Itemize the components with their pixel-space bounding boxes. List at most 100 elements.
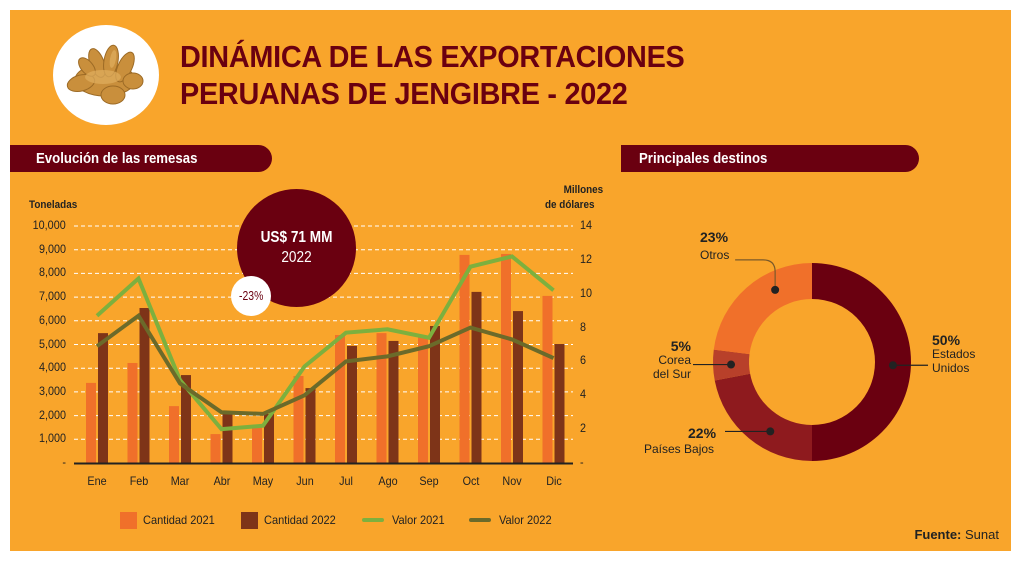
y-tick-left: 9,000 — [38, 241, 66, 256]
donut-slice-países-bajos — [714, 373, 812, 461]
bar-cantidad-2022 — [181, 375, 191, 463]
bar-cantidad-2021 — [210, 434, 221, 463]
y-tick-left: 2,000 — [38, 407, 66, 422]
legend-swatch-cantidad-2021 — [120, 511, 137, 529]
y-tick-right: 10 — [580, 285, 593, 300]
y-tick-right: 12 — [580, 251, 593, 266]
donut-pct-otros: 23% — [700, 229, 729, 245]
line-valor-2021 — [95, 254, 555, 432]
bar-cantidad-2021 — [376, 333, 387, 463]
y-tick-left: - — [62, 455, 66, 469]
bar-cantidad-2022 — [471, 291, 482, 463]
y-tick-right: 4 — [580, 387, 587, 402]
leader-line-otros — [735, 259, 776, 290]
donut-name-line: del Sur — [652, 367, 691, 381]
donut-label-paises-bajos: 22% Países Bajos — [644, 426, 716, 456]
y-tick-left: 8,000 — [38, 265, 66, 280]
x-tick: Feb — [129, 474, 148, 488]
bar-cantidad-2022 — [264, 413, 274, 463]
ginger-image — [53, 25, 159, 125]
leader-dot-otros — [771, 285, 780, 294]
bar-cantidad-2021 — [127, 362, 138, 463]
section-title-remesas: Evolución de las remesas — [36, 150, 198, 167]
legend-label: Cantidad 2022 — [264, 513, 336, 527]
y-tick-right: - — [580, 455, 584, 469]
line-valor-2022 — [95, 312, 555, 416]
leader-dot-paises-bajos — [766, 427, 775, 436]
x-tick: Sep — [419, 474, 439, 488]
x-tick: Jun — [295, 474, 314, 488]
bar-cantidad-2021 — [501, 253, 511, 463]
y2-title-line1: Millones — [563, 184, 604, 196]
page-title: DINÁMICA DE LAS EXPORTACIONES PERUANAS D… — [180, 38, 685, 112]
donut-name-line: Estados — [932, 347, 976, 361]
legend-item-valor-2021: Valor 2021 — [362, 513, 449, 527]
donut-slice-estados-unidos — [812, 263, 911, 461]
bar-cantidad-2021 — [335, 335, 345, 463]
source-note: Fuente: Sunat — [914, 527, 999, 542]
bar-cantidad-2022 — [222, 412, 233, 463]
leader-dot-estados-unidos — [888, 361, 897, 370]
x-tick: Abr — [213, 474, 230, 488]
legend-label: Cantidad 2021 — [143, 513, 215, 527]
title-line-1: DINÁMICA DE LAS EXPORTACIONES — [180, 39, 685, 74]
chart-legend: Cantidad 2021 Cantidad 2022 Valor 2021 V… — [120, 510, 576, 530]
x-tick: Oct — [462, 474, 479, 488]
legend-item-valor-2022: Valor 2022 — [469, 513, 556, 527]
donut-name-paises-bajos: Países Bajos — [644, 442, 715, 456]
y-axis-title-right-text: de dólares — [545, 199, 595, 211]
donut-pct-estados-unidos: 50% — [932, 332, 961, 348]
y-tick-right: 8 — [580, 319, 587, 334]
bar-cantidad-2021 — [169, 406, 179, 463]
change-value: -23% — [238, 288, 264, 303]
legend-swatch-valor-2021 — [362, 518, 385, 522]
donut-name-otros: Otros — [700, 248, 730, 262]
bar-cantidad-2022 — [430, 326, 440, 463]
source-value: Sunat — [965, 527, 999, 542]
bar-cantidad-2022 — [305, 388, 316, 463]
total-year: 2022 — [281, 249, 312, 266]
y-tick-left: 3,000 — [38, 383, 66, 398]
bar-cantidad-2021 — [252, 426, 262, 463]
total-value-bubble: US$ 71 MM 2022 — [237, 189, 356, 307]
legend-item-cantidad-2021: Cantidad 2021 — [120, 511, 221, 529]
donut-name-estados-unidos: Estados Unidos — [932, 347, 975, 375]
x-tick: Jul — [339, 474, 353, 488]
bar-cantidad-2021 — [418, 335, 428, 463]
y-tick-left: 6,000 — [38, 312, 66, 327]
donut-label-corea: 5% Corea del Sur — [640, 339, 691, 381]
y-tick-left: 10,000 — [32, 218, 66, 232]
donut-label-estados-unidos: 50% Estados Unidos — [932, 333, 975, 375]
donut-pct-corea: 5% — [670, 338, 691, 354]
legend-swatch-cantidad-2022 — [241, 511, 259, 529]
donut-slice-otros — [713, 263, 812, 355]
bar-cantidad-2022 — [347, 345, 357, 463]
y-axis-title-left: Toneladas — [29, 199, 78, 211]
legend-item-cantidad-2022: Cantidad 2022 — [241, 511, 342, 529]
x-tick: Ago — [377, 474, 398, 488]
y-tick-right: 14 — [580, 218, 593, 232]
x-tick: Mar — [170, 474, 190, 488]
y-tick-left: 5,000 — [38, 336, 66, 351]
legend-label: Valor 2021 — [392, 513, 445, 527]
change-badge: -23% — [231, 276, 271, 316]
bar-cantidad-2021 — [542, 295, 553, 463]
source-label: Fuente: — [914, 527, 962, 542]
bar-cantidad-2022 — [139, 308, 150, 463]
total-amount: US$ 71 MM — [260, 229, 333, 246]
y-tick-left: 4,000 — [38, 360, 66, 375]
y-tick-left: 7,000 — [38, 289, 66, 304]
bar-cantidad-2022 — [554, 344, 565, 463]
bar-cantidad-2021 — [86, 382, 96, 463]
y-tick-left: 1,000 — [38, 431, 66, 446]
legend-swatch-valor-2022 — [469, 518, 492, 522]
donut-name-corea: Corea del Sur — [640, 353, 691, 381]
bar-cantidad-2022 — [513, 311, 523, 463]
bar-cantidad-2022 — [388, 340, 399, 463]
donut-name-line: Unidos — [932, 361, 970, 375]
y-tick-right: 2 — [580, 421, 587, 436]
x-tick: Nov — [502, 474, 522, 488]
y-tick-right: 6 — [580, 353, 587, 368]
legend-label: Valor 2022 — [499, 513, 552, 527]
